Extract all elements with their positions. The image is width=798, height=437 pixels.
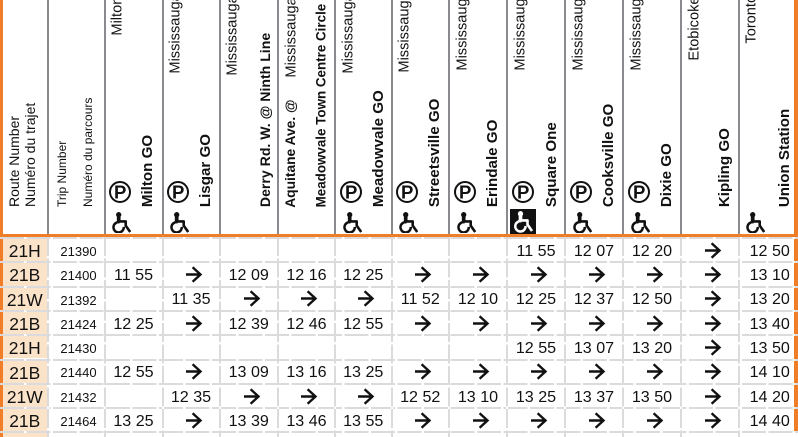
svg-text:P: P	[345, 182, 357, 203]
svg-text:P: P	[172, 182, 184, 203]
svg-text:P: P	[517, 182, 529, 203]
svg-text:P: P	[401, 182, 413, 203]
svg-text:P: P	[114, 182, 126, 203]
svg-text:P: P	[459, 182, 471, 203]
svg-text:P: P	[633, 182, 645, 203]
svg-text:P: P	[575, 182, 587, 203]
